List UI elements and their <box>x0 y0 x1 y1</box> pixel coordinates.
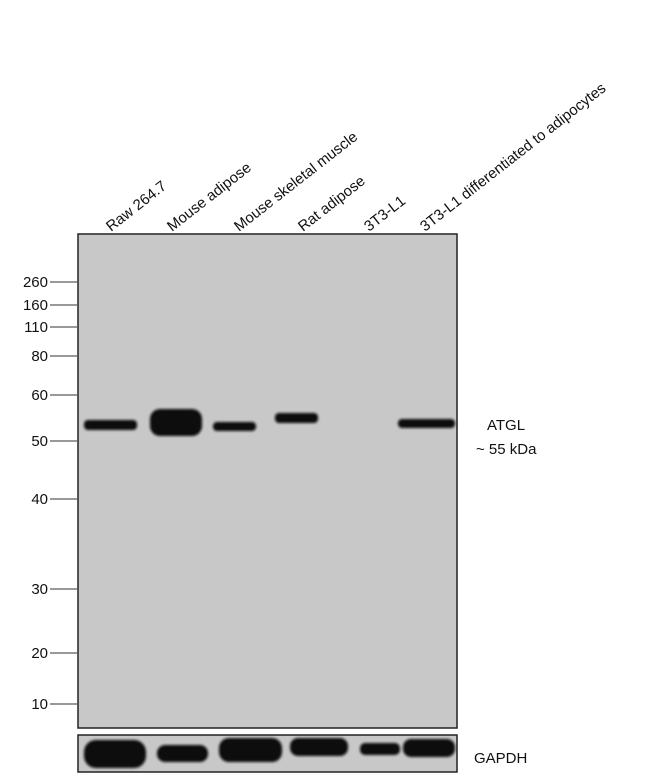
band <box>157 745 208 762</box>
marker-label: 20 <box>31 645 48 662</box>
band <box>84 740 146 768</box>
lane-label: Raw 264.7 <box>103 178 170 236</box>
lane-label: Mouse skeletal muscle <box>231 128 361 235</box>
marker-label: 80 <box>31 348 48 365</box>
gapdh-bands <box>84 738 455 768</box>
band <box>275 413 318 423</box>
lane-label: 3T3-L1 <box>361 192 409 235</box>
loading-control-label: GAPDH <box>474 750 527 767</box>
band-name: ATGL <box>487 417 525 434</box>
band <box>150 409 202 436</box>
band <box>360 743 400 755</box>
marker-label: 60 <box>31 387 48 404</box>
band <box>213 422 256 431</box>
marker-label: 40 <box>31 491 48 508</box>
band <box>84 420 137 430</box>
band <box>219 738 282 762</box>
band <box>398 419 455 428</box>
marker-label: 10 <box>31 696 48 713</box>
marker-label: 110 <box>24 319 48 336</box>
marker-label: 30 <box>31 581 48 598</box>
band-size: ~ 55 kDa <box>476 441 537 458</box>
blot-membrane <box>77 233 458 729</box>
marker-label: 50 <box>31 433 48 450</box>
marker-label: 160 <box>23 297 48 314</box>
atgl-bands <box>84 409 455 436</box>
lane-label: 3T3-L1 differentiated to adipocytes <box>417 80 609 235</box>
band <box>403 739 455 757</box>
band <box>290 738 348 756</box>
marker-label: 260 <box>23 274 48 291</box>
